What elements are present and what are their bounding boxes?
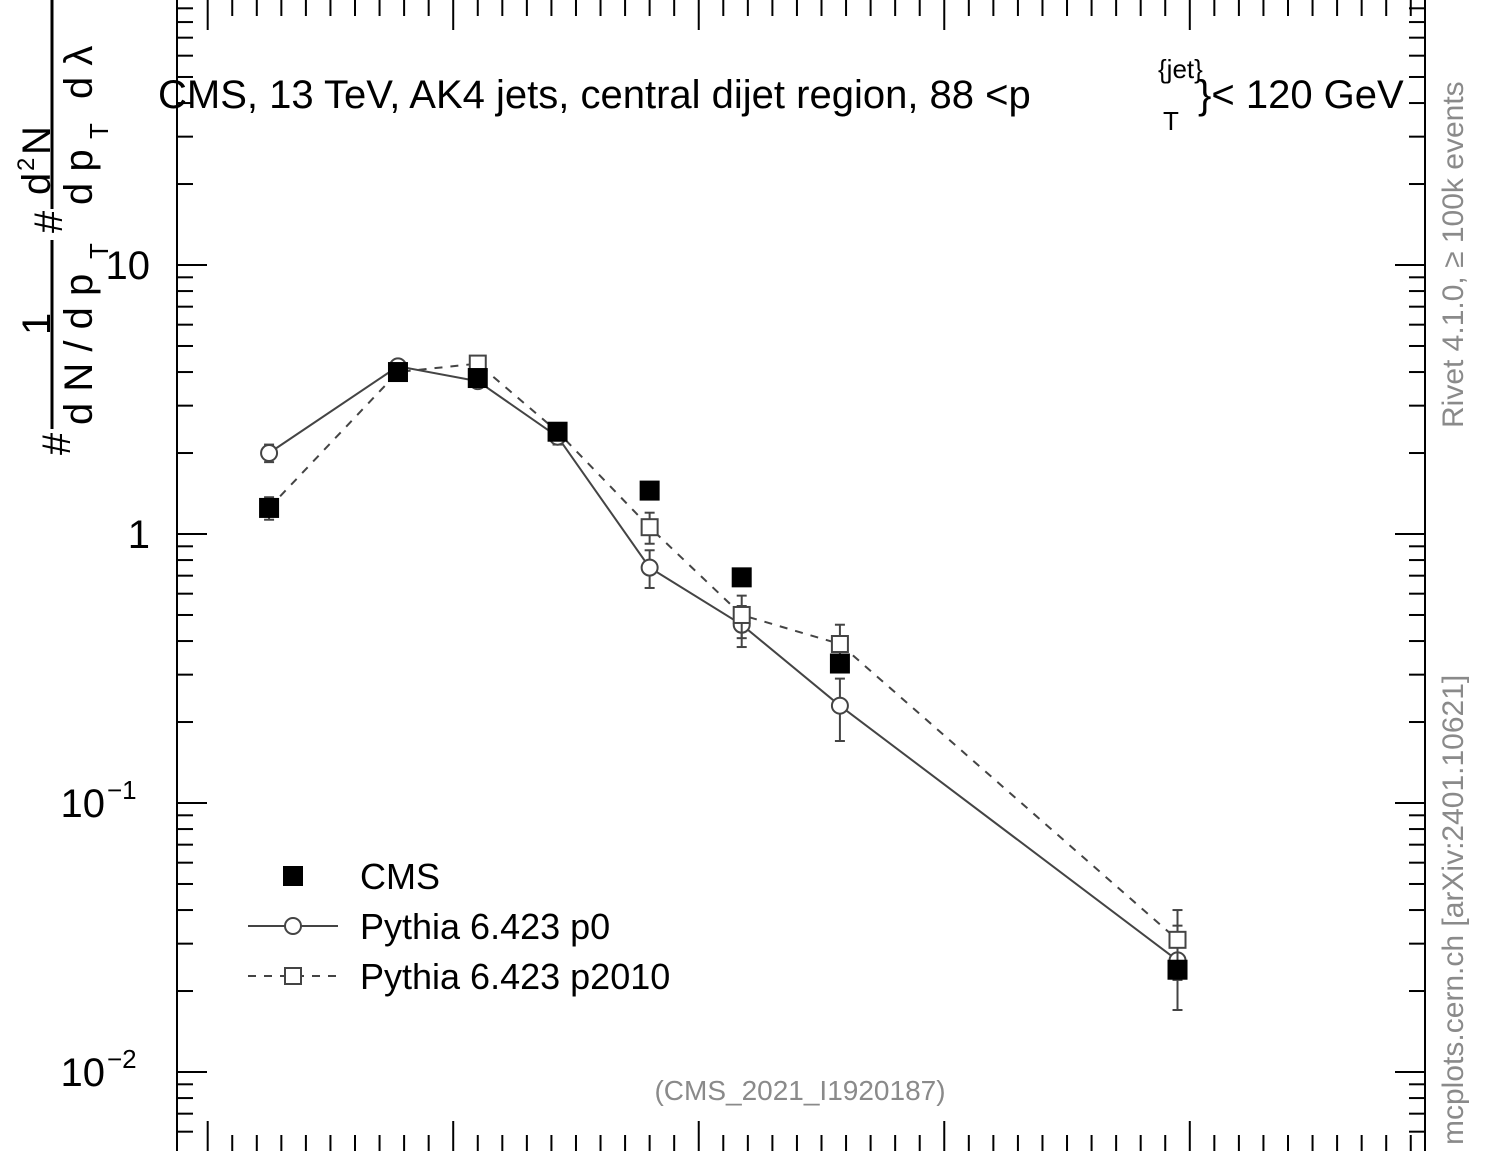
- data-point: [640, 558, 659, 577]
- data-point: [732, 605, 751, 624]
- legend: CMS Pythia 6.423 p0 Pythia 6.423 p2010: [248, 856, 670, 997]
- y-tick-label: 10: [61, 782, 106, 826]
- legend-marker: [283, 866, 303, 886]
- legend-entry: Pythia 6.423 p0: [248, 906, 610, 947]
- chart-title-sup: {jet}: [1158, 54, 1203, 84]
- series-line: [268, 365, 1179, 962]
- data-point: [639, 480, 660, 501]
- legend-marker: [284, 967, 302, 985]
- side-label-bottom: mcplots.cern.ch [arXiv:2401.10621]: [1437, 675, 1470, 1145]
- y-label-hash: #: [35, 432, 79, 455]
- y-label-hash2: #: [27, 210, 71, 233]
- data-point: [640, 518, 659, 537]
- series-line: [268, 362, 1179, 941]
- y-label-den2-tail: d λ: [57, 46, 101, 99]
- legend-label: Pythia 6.423 p0: [360, 906, 610, 947]
- side-label-top: Rivet 4.1.0, ≥ 100k events: [1437, 81, 1470, 428]
- chart-title: CMS, 13 TeV, AK4 jets, central dijet reg…: [158, 73, 1031, 117]
- data-point: [547, 421, 568, 442]
- data-point: [830, 696, 849, 715]
- y-tick-label: 1: [128, 513, 150, 557]
- y-axis-label: # 1 d N / d p T # d 2 N d p T d λ: [13, 0, 114, 455]
- series-group: [259, 354, 1188, 1012]
- analysis-annotation: (CMS_2021_I1920187): [654, 1075, 945, 1106]
- legend-label: Pythia 6.423 p2010: [360, 956, 670, 997]
- data-point: [260, 444, 279, 463]
- data-point: [731, 567, 752, 588]
- y-label-den2-sub: T: [84, 123, 114, 139]
- data-point: [1167, 959, 1188, 980]
- y-label-num-2: 2: [13, 158, 40, 171]
- chart-title-tail: }< 120 GeV: [1198, 73, 1404, 117]
- x-axis-ticks: [206, 0, 1412, 1151]
- data-point: [387, 362, 408, 383]
- legend-marker: [284, 917, 302, 935]
- y-label-den: d N / d p: [57, 274, 101, 425]
- data-point: [467, 368, 488, 389]
- data-point: [259, 497, 280, 518]
- data-point: [1168, 930, 1187, 949]
- data-point: [830, 635, 849, 654]
- legend-entry: CMS: [283, 856, 440, 897]
- legend-label: CMS: [360, 856, 440, 897]
- y-tick-exponent: −1: [107, 775, 137, 805]
- data-point: [829, 653, 850, 674]
- series-cms: [259, 362, 1188, 980]
- y-label-den-sub: T: [84, 243, 114, 259]
- y-tick-exponent: −2: [107, 1044, 137, 1074]
- y-label-num-d: d: [15, 173, 59, 195]
- y-tick-label: 10: [61, 1051, 106, 1095]
- chart-title-sub: T: [1163, 106, 1179, 136]
- legend-entry: Pythia 6.423 p2010: [248, 956, 670, 997]
- y-label-den2: d p: [57, 149, 101, 205]
- y-tick-label: 10: [106, 244, 151, 288]
- y-label-one: 1: [15, 313, 59, 335]
